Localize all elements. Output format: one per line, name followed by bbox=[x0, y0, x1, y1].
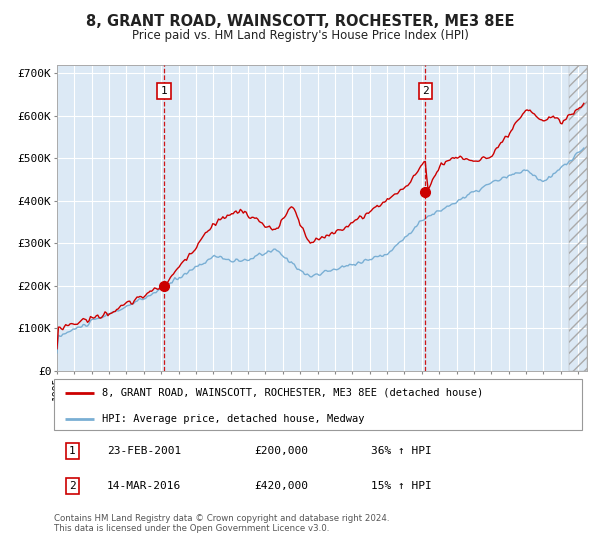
Text: 14-MAR-2016: 14-MAR-2016 bbox=[107, 481, 181, 491]
Text: HPI: Average price, detached house, Medway: HPI: Average price, detached house, Medw… bbox=[101, 414, 364, 424]
Text: 8, GRANT ROAD, WAINSCOTT, ROCHESTER, ME3 8EE (detached house): 8, GRANT ROAD, WAINSCOTT, ROCHESTER, ME3… bbox=[101, 388, 483, 398]
Text: 36% ↑ HPI: 36% ↑ HPI bbox=[371, 446, 431, 456]
Text: 8, GRANT ROAD, WAINSCOTT, ROCHESTER, ME3 8EE: 8, GRANT ROAD, WAINSCOTT, ROCHESTER, ME3… bbox=[86, 14, 514, 29]
Text: Contains HM Land Registry data © Crown copyright and database right 2024.
This d: Contains HM Land Registry data © Crown c… bbox=[54, 514, 389, 534]
Text: 1: 1 bbox=[160, 86, 167, 96]
Text: Price paid vs. HM Land Registry's House Price Index (HPI): Price paid vs. HM Land Registry's House … bbox=[131, 29, 469, 43]
Text: 2: 2 bbox=[422, 86, 428, 96]
Text: £420,000: £420,000 bbox=[254, 481, 308, 491]
FancyBboxPatch shape bbox=[54, 379, 582, 430]
Text: 1: 1 bbox=[69, 446, 76, 456]
Text: 2: 2 bbox=[69, 481, 76, 491]
Text: 23-FEB-2001: 23-FEB-2001 bbox=[107, 446, 181, 456]
Text: £200,000: £200,000 bbox=[254, 446, 308, 456]
Text: 15% ↑ HPI: 15% ↑ HPI bbox=[371, 481, 431, 491]
